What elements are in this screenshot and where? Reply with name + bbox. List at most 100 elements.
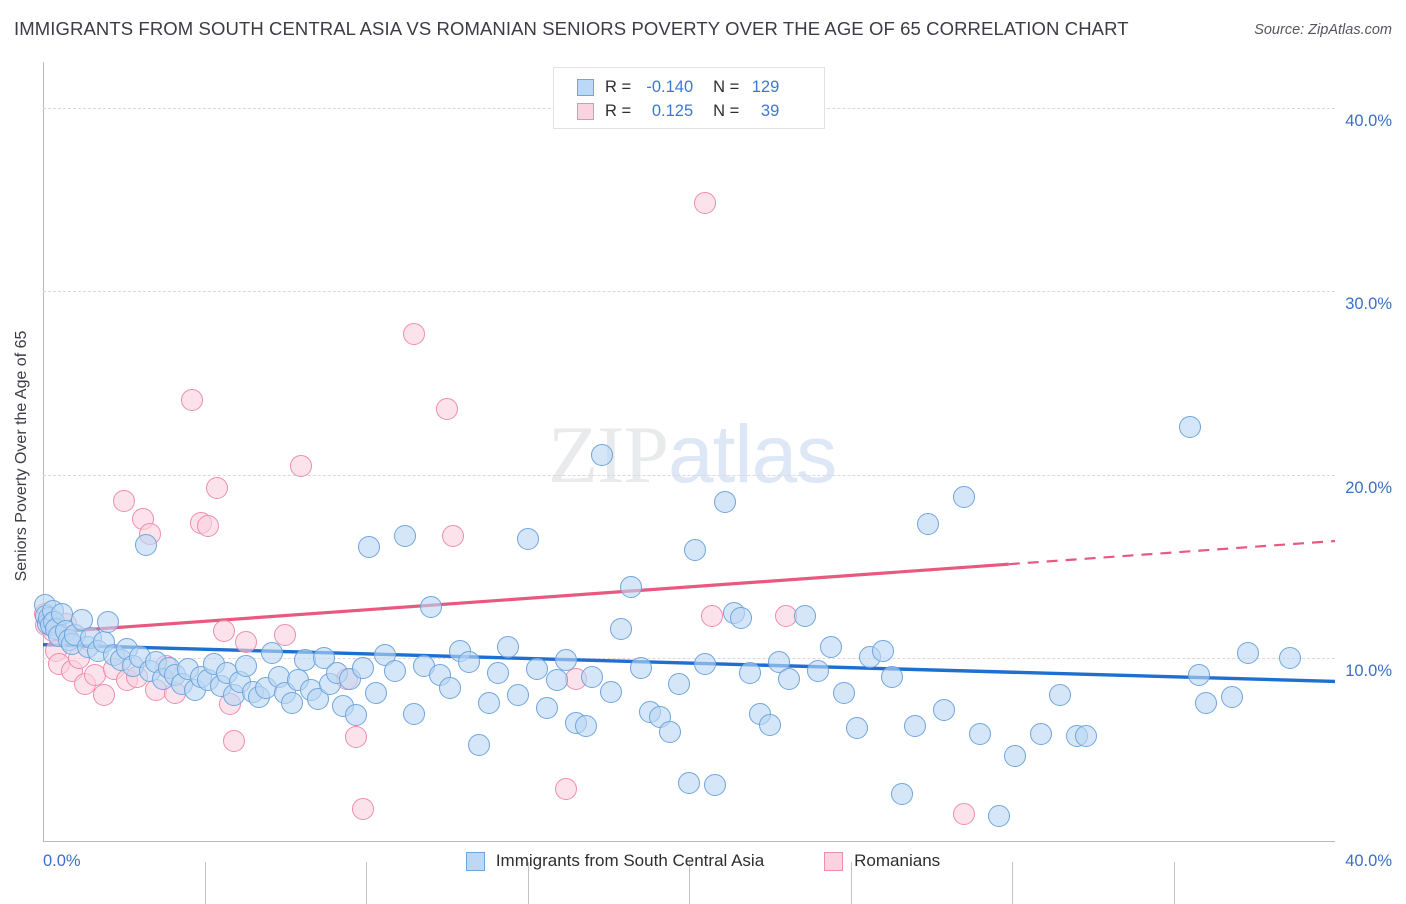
gridline-y — [43, 474, 1335, 476]
data-point-immigrants — [619, 575, 642, 598]
data-point-immigrants — [574, 715, 597, 738]
legend-label-romanians: Romanians — [854, 851, 941, 870]
y-axis-tick-label: 30.0% — [1345, 295, 1392, 314]
data-point-romanians — [180, 388, 203, 411]
data-point-immigrants — [794, 605, 817, 628]
data-point-immigrants — [1049, 684, 1072, 707]
data-point-immigrants — [1075, 724, 1098, 747]
stats-n-label-pink: N = — [713, 101, 740, 120]
legend-item-immigrants[interactable]: Immigrants from South Central Asia — [465, 851, 765, 871]
legend-swatch-immigrants — [465, 851, 485, 871]
data-point-romanians — [555, 777, 578, 800]
stats-r-value-blue: -0.140 — [646, 77, 694, 96]
data-point-immigrants — [845, 717, 868, 740]
legend-swatch-romanians — [824, 851, 844, 871]
data-point-immigrants — [403, 702, 426, 725]
data-point-romanians — [112, 489, 135, 512]
data-point-immigrants — [904, 715, 927, 738]
data-point-immigrants — [506, 684, 529, 707]
data-point-immigrants — [358, 535, 381, 558]
data-point-immigrants — [600, 680, 623, 703]
data-point-immigrants — [917, 513, 940, 536]
data-point-immigrants — [280, 691, 303, 714]
data-point-immigrants — [820, 636, 843, 659]
trend-line-romanians-solid — [42, 562, 1009, 635]
data-point-immigrants — [933, 698, 956, 721]
x-axis-tick — [204, 862, 206, 904]
data-point-romanians — [351, 797, 374, 820]
data-point-immigrants — [871, 640, 894, 663]
data-point-romanians — [694, 192, 717, 215]
data-point-immigrants — [581, 665, 604, 688]
data-point-romanians — [196, 515, 219, 538]
data-point-immigrants — [1004, 744, 1027, 767]
source-label: Source: ZipAtlas.com — [1254, 22, 1392, 38]
correlation-stats-box: R = -0.140 N = 129 R = 0.125 N = 39 — [553, 67, 825, 129]
data-point-immigrants — [545, 669, 568, 692]
data-point-immigrants — [703, 774, 726, 797]
data-point-immigrants — [364, 682, 387, 705]
legend-label-immigrants: Immigrants from South Central Asia — [495, 851, 765, 870]
data-point-immigrants — [1188, 663, 1211, 686]
y-axis-line — [43, 62, 44, 842]
data-point-immigrants — [468, 733, 491, 756]
x-axis-tick — [689, 862, 690, 904]
data-point-immigrants — [988, 805, 1011, 828]
legend-item-romanians[interactable]: Romanians — [824, 851, 940, 871]
trend-line-romanians-dashed — [1008, 539, 1336, 566]
x-axis-tick — [850, 862, 852, 904]
data-point-romanians — [206, 476, 229, 499]
data-point-immigrants — [739, 662, 762, 685]
gridline-y — [43, 658, 1335, 660]
data-point-immigrants — [1030, 722, 1053, 745]
stats-swatch-blue — [577, 78, 594, 96]
data-point-romanians — [235, 630, 258, 653]
data-point-immigrants — [590, 443, 613, 466]
data-point-immigrants — [555, 649, 578, 672]
data-point-immigrants — [713, 491, 736, 514]
stats-r-label-pink: R = — [605, 101, 632, 120]
data-point-immigrants — [881, 665, 904, 688]
data-point-immigrants — [477, 691, 500, 714]
trend-line-immigrants — [42, 643, 1336, 684]
data-point-immigrants — [694, 652, 717, 675]
series-legend: Immigrants from South Central Asia Roman… — [0, 851, 1406, 871]
data-point-immigrants — [891, 783, 914, 806]
x-axis-label-min: 0.0% — [43, 852, 81, 870]
data-point-immigrants — [487, 662, 510, 685]
data-point-immigrants — [968, 722, 991, 745]
data-point-immigrants — [729, 607, 752, 630]
data-point-immigrants — [96, 610, 119, 633]
data-point-immigrants — [384, 660, 407, 683]
y-axis-tick-label: 10.0% — [1345, 662, 1392, 681]
data-point-immigrants — [419, 596, 442, 619]
data-point-immigrants — [393, 524, 416, 547]
data-point-romanians — [274, 623, 297, 646]
stats-n-value-blue: 129 — [751, 77, 780, 96]
data-point-romanians — [345, 726, 368, 749]
stats-row-pink: R = 0.125 N = 39 — [554, 99, 824, 123]
data-point-immigrants — [526, 658, 549, 681]
data-point-romanians — [435, 397, 458, 420]
stats-r-label-blue: R = — [605, 77, 632, 96]
trend-lines — [42, 539, 1336, 684]
x-axis-label-max: 40.0% — [1345, 852, 1392, 870]
data-point-romanians — [700, 605, 723, 628]
data-point-immigrants — [952, 485, 975, 508]
data-point-immigrants — [235, 654, 258, 677]
data-point-romanians — [442, 524, 465, 547]
data-point-immigrants — [1194, 691, 1217, 714]
data-point-immigrants — [1278, 647, 1301, 670]
data-point-immigrants — [1236, 641, 1259, 664]
data-point-immigrants — [758, 713, 781, 736]
data-point-immigrants — [438, 676, 461, 699]
data-point-immigrants — [807, 660, 830, 683]
data-point-romanians — [93, 684, 116, 707]
data-point-immigrants — [684, 539, 707, 562]
data-point-immigrants — [516, 528, 539, 551]
y-axis-title: Seniors Poverty Over the Age of 65 — [13, 330, 30, 582]
data-point-immigrants — [678, 772, 700, 795]
data-point-romanians — [952, 803, 975, 826]
x-axis-tick — [1173, 862, 1175, 904]
data-point-romanians — [222, 730, 245, 753]
